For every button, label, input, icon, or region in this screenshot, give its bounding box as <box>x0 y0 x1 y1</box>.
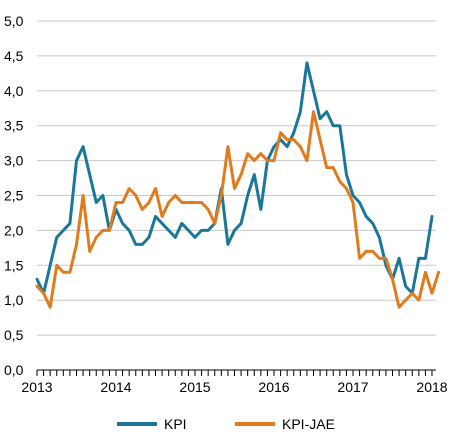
y-tick-label: 0,0 <box>4 362 24 378</box>
y-tick-label: 4,5 <box>4 48 24 64</box>
grid-lines <box>37 20 436 336</box>
series-line-kpi-jae <box>35 110 441 309</box>
y-tick-label: 4,0 <box>4 83 24 99</box>
x-tick-label: 2015 <box>179 379 210 395</box>
y-tick-label: 5,0 <box>4 13 24 29</box>
y-tick-label: 2,5 <box>4 188 24 204</box>
y-tick-label: 0,5 <box>4 327 24 343</box>
legend-label: KPI-JAE <box>282 416 335 432</box>
y-tick-label: 3,0 <box>4 153 24 169</box>
x-tick-label: 2018 <box>416 379 447 395</box>
x-tick-label: 2014 <box>100 379 131 395</box>
series-lines <box>35 61 441 309</box>
legend: KPI KPI-JAE <box>117 416 335 432</box>
axes <box>36 369 436 376</box>
legend-label: KPI <box>164 416 187 432</box>
y-axis-tick-labels: 0,0 0,5 1,0 1,5 2,0 2,5 3,0 3,5 4,0 4,5 5,0 <box>4 13 24 378</box>
y-tick-label: 2,0 <box>4 222 24 238</box>
y-tick-label: 1,5 <box>4 257 24 273</box>
series-line-kpi <box>35 61 434 295</box>
x-axis-tick-labels: 2013 2014 2015 2016 2017 2018 <box>21 379 447 395</box>
x-tick-label: 2017 <box>337 379 368 395</box>
x-tick-label: 2016 <box>258 379 289 395</box>
x-tick-label: 2013 <box>21 379 52 395</box>
y-tick-label: 1,0 <box>4 292 24 308</box>
y-tick-label: 3,5 <box>4 118 24 134</box>
